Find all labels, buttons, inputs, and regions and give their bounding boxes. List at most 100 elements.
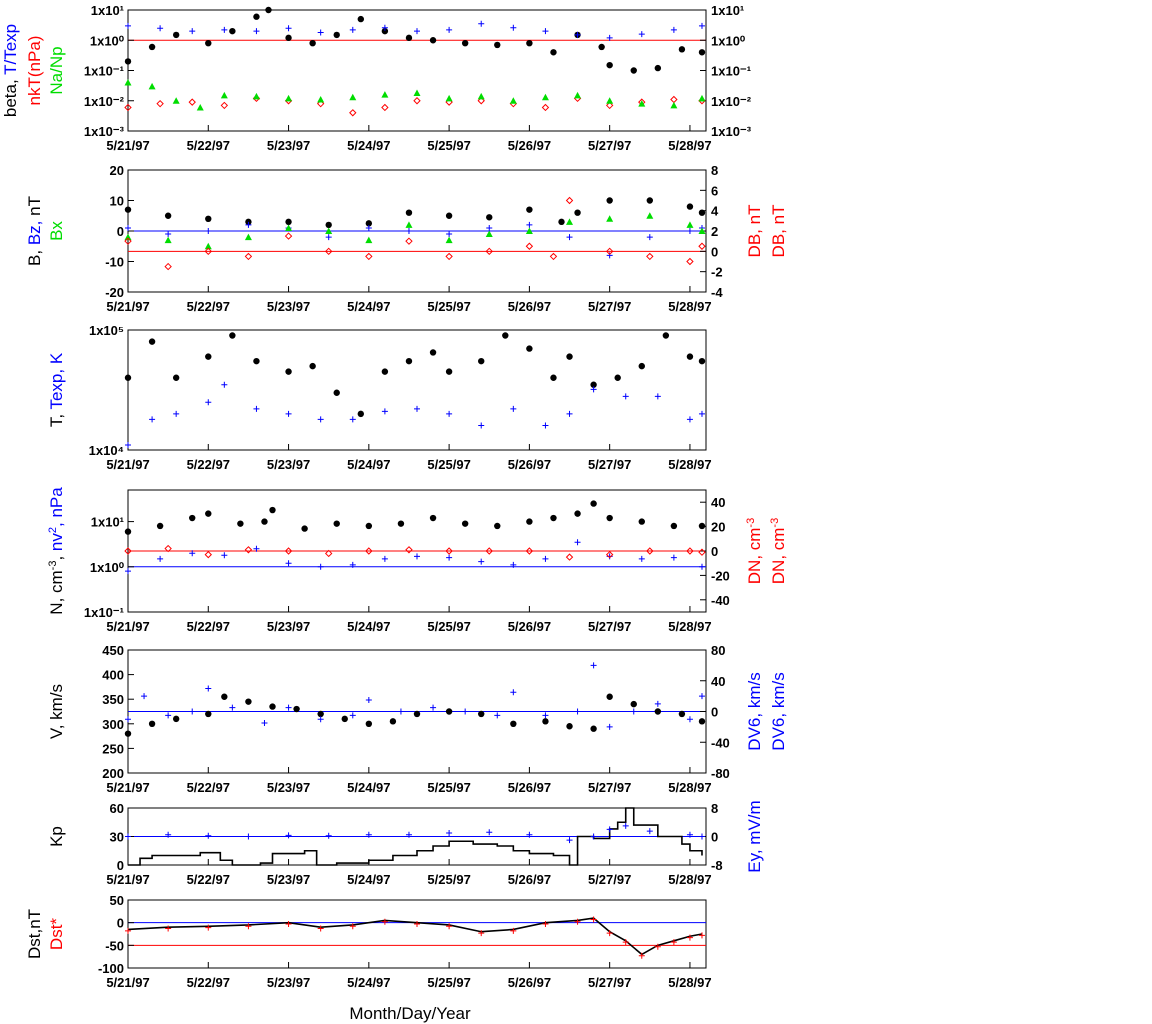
data-point	[477, 92, 485, 100]
data-point	[646, 212, 654, 219]
data-point	[124, 206, 132, 213]
data-point	[189, 514, 196, 522]
data-point	[445, 236, 453, 244]
y2-tick-label: 20	[711, 520, 725, 535]
data-point	[125, 224, 131, 231]
y-axis-label-part: beta,	[1, 75, 20, 117]
data-point	[429, 37, 437, 44]
data-point	[261, 518, 268, 525]
data-point	[156, 99, 164, 108]
y-axis-label: N, cm-3, nv2, nPa	[47, 487, 66, 615]
data-point	[204, 550, 212, 559]
data-point	[525, 547, 534, 555]
data-point	[413, 89, 421, 97]
data-point	[654, 943, 661, 950]
data-point	[630, 708, 637, 715]
data-point	[550, 49, 557, 56]
data-point	[598, 43, 605, 51]
y2-axis-label-part: DB, nT	[745, 205, 764, 258]
data-point	[541, 93, 549, 101]
y2-tick-label: -40	[711, 735, 730, 750]
data-point	[590, 500, 597, 507]
y2-tick-label: 80	[711, 643, 725, 658]
data-point	[381, 918, 388, 925]
data-point	[494, 522, 501, 530]
x-axis-title: Month/Day/Year	[349, 1004, 471, 1023]
y2-tick-label: 0	[711, 705, 718, 720]
data-point	[446, 554, 453, 561]
x-tick-label: 5/28/97	[668, 975, 711, 990]
data-point	[606, 97, 614, 104]
x-tick-label: 5/23/97	[267, 138, 310, 153]
data-point	[429, 349, 437, 356]
data-point	[565, 553, 574, 561]
y2-axis-label: DV6, km/s	[769, 672, 788, 750]
data-point	[285, 704, 292, 711]
data-point	[566, 410, 573, 417]
data-point	[686, 203, 694, 210]
y-tick-label: -100	[98, 961, 124, 976]
data-point	[365, 236, 373, 244]
data-point	[590, 381, 597, 388]
y-axis-label-part: Bz,	[25, 216, 44, 245]
data-point	[124, 374, 132, 381]
x-tick-label: 5/26/97	[508, 619, 551, 634]
data-point	[245, 698, 252, 705]
data-point	[686, 228, 693, 234]
data-point	[317, 710, 324, 718]
series-line	[128, 807, 703, 866]
y2-tick-label: -4	[711, 285, 723, 300]
data-point	[244, 233, 252, 241]
data-point	[698, 357, 706, 365]
x-tick-label: 5/24/97	[347, 457, 390, 472]
data-point	[285, 94, 293, 102]
x-tick-label: 5/27/97	[588, 780, 631, 795]
data-point	[349, 109, 357, 117]
series-red	[124, 94, 706, 117]
data-point	[478, 422, 485, 429]
data-point	[478, 930, 485, 937]
data-point	[605, 550, 614, 559]
data-point	[446, 923, 453, 930]
series-black	[124, 693, 706, 737]
y-axis-label-part: ,	[47, 551, 66, 560]
x-tick-label: 5/27/97	[588, 457, 631, 472]
data-point	[526, 345, 533, 352]
data-point	[429, 514, 437, 522]
y2-tick-label: 0	[711, 830, 718, 845]
y-tick-label: 0	[117, 858, 124, 873]
y2-axis-label-part: DN, cm	[745, 528, 764, 585]
y2-tick-label: 4	[711, 204, 719, 219]
y-axis-label-part: nv	[47, 533, 66, 551]
y-tick-label: 1x10¹	[91, 515, 124, 530]
data-point	[172, 97, 180, 104]
data-point	[124, 79, 132, 86]
data-point	[606, 252, 613, 259]
data-point	[188, 98, 196, 106]
data-point	[646, 252, 654, 261]
data-point	[309, 362, 316, 370]
x-tick-label: 5/24/97	[347, 975, 390, 990]
y2-axis-label-part: -3	[769, 518, 781, 528]
x-tick-label: 5/23/97	[267, 872, 310, 887]
data-point	[550, 374, 557, 381]
x-tick-label: 5/28/97	[668, 299, 711, 314]
x-tick-label: 5/23/97	[267, 780, 310, 795]
data-point	[284, 547, 293, 555]
data-point	[285, 832, 292, 839]
data-point	[125, 927, 131, 934]
data-point	[494, 41, 501, 49]
data-point	[670, 554, 677, 561]
data-point	[670, 26, 677, 33]
data-point	[590, 916, 597, 923]
data-point	[638, 518, 645, 525]
data-point	[461, 39, 469, 47]
y2-tick-label: 6	[711, 183, 718, 198]
y-axis-label: B, Bz, nT	[25, 196, 44, 266]
data-point	[414, 405, 420, 412]
y-axis-label-part: , nPa	[47, 487, 66, 527]
x-tick-label: 5/21/97	[106, 780, 149, 795]
x-tick-label: 5/25/97	[427, 975, 470, 990]
y-axis-label-part: Dst*	[47, 918, 66, 951]
